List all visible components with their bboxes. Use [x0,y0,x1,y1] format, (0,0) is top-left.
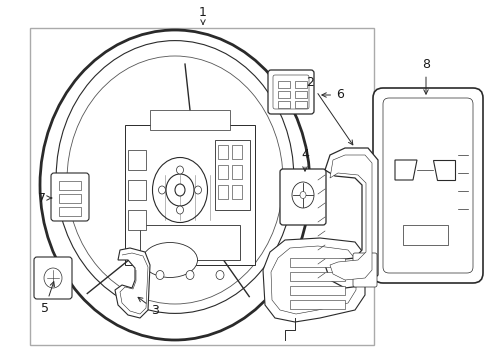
Ellipse shape [44,268,62,288]
Text: 2: 2 [305,76,352,145]
Ellipse shape [185,270,194,279]
Bar [294,81,306,88]
FancyBboxPatch shape [280,169,325,225]
Text: 6: 6 [321,89,343,102]
Bar [215,140,249,210]
Bar [294,101,306,108]
Bar [289,300,345,309]
Bar [231,145,242,159]
Text: 4: 4 [301,148,308,171]
Bar [218,145,227,159]
Bar [59,181,81,190]
Bar [218,185,227,199]
Bar [59,194,81,203]
Polygon shape [263,238,364,322]
Ellipse shape [152,158,207,222]
Text: 3: 3 [138,297,159,316]
Bar [294,91,306,98]
Bar [289,272,345,281]
Bar [59,207,81,216]
Ellipse shape [142,243,197,278]
Bar [278,91,289,98]
Text: 5: 5 [41,282,54,315]
FancyBboxPatch shape [352,253,376,287]
Ellipse shape [40,30,309,340]
Text: 1: 1 [199,5,206,24]
Polygon shape [270,246,355,314]
Bar [150,110,229,130]
Bar [231,165,242,179]
Polygon shape [329,155,371,280]
FancyBboxPatch shape [382,98,472,273]
Bar [289,286,345,295]
Bar [278,101,289,108]
Ellipse shape [216,270,224,279]
Bar [125,125,254,265]
Ellipse shape [194,186,201,194]
Ellipse shape [175,184,184,196]
Bar [278,81,289,88]
Bar [402,225,447,245]
Bar [128,210,146,230]
Ellipse shape [291,182,313,208]
Ellipse shape [165,174,194,206]
FancyBboxPatch shape [34,257,72,299]
Bar [140,225,240,260]
Ellipse shape [158,186,165,194]
Ellipse shape [299,192,305,198]
Bar [30,28,373,345]
FancyBboxPatch shape [272,75,308,109]
Ellipse shape [176,206,183,214]
Bar [231,185,242,199]
Bar [128,180,146,200]
Bar [218,165,227,179]
FancyBboxPatch shape [51,173,89,221]
Bar [289,258,345,267]
Polygon shape [394,160,416,180]
FancyBboxPatch shape [372,88,482,283]
Ellipse shape [67,56,283,304]
Polygon shape [115,248,150,318]
FancyBboxPatch shape [267,70,313,114]
Text: 7: 7 [38,192,52,204]
Ellipse shape [56,41,293,314]
Text: 8: 8 [421,58,429,94]
Ellipse shape [156,270,163,279]
Polygon shape [325,148,377,288]
Ellipse shape [176,166,183,174]
Bar [128,150,146,170]
Polygon shape [432,160,454,180]
